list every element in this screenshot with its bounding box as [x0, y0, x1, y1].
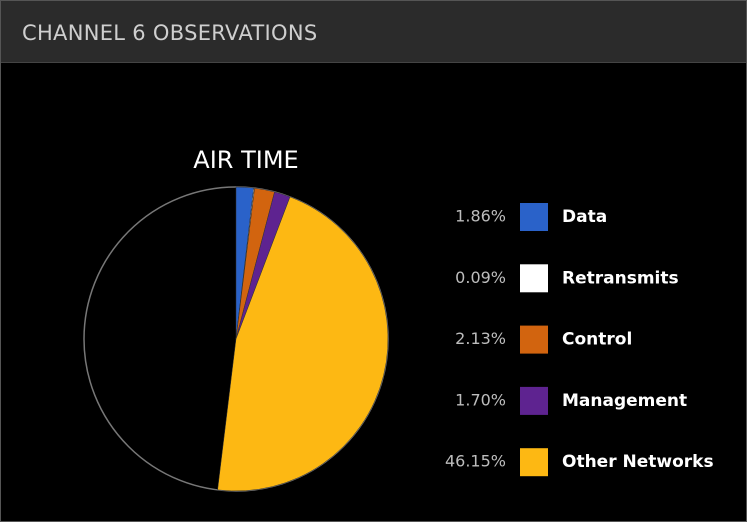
- legend-label: Retransmits: [562, 268, 679, 288]
- legend-label: Other Networks: [562, 452, 714, 472]
- legend-swatch: [520, 325, 548, 354]
- panel-title: CHANNEL 6 OBSERVATIONS: [22, 21, 318, 45]
- pie-slice: [217, 196, 389, 492]
- legend-label: Management: [562, 391, 687, 411]
- legend-value: 1.86%: [455, 207, 506, 226]
- panel-header: CHANNEL 6 OBSERVATIONS: [1, 1, 746, 63]
- legend-label: Data: [562, 207, 607, 227]
- legend-swatch: [520, 386, 548, 415]
- chart-title: AIR TIME: [193, 146, 298, 174]
- legend-value: 1.70%: [455, 390, 506, 409]
- legend-value: 46.15%: [445, 452, 506, 471]
- legend-swatch: [520, 448, 548, 477]
- legend-label: Control: [562, 330, 632, 350]
- legend-swatch: [520, 203, 548, 231]
- legend-value: 2.13%: [455, 329, 506, 348]
- legend-swatch: [520, 264, 548, 293]
- legend-value: 0.09%: [455, 268, 506, 287]
